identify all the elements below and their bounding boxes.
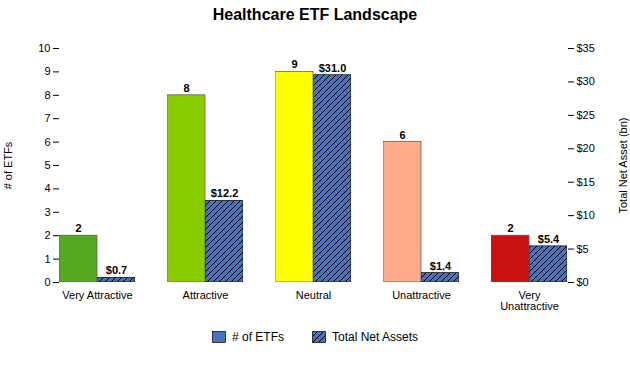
svg-text:0: 0: [44, 276, 50, 288]
svg-text:10: 10: [38, 42, 50, 54]
svg-text:$20: $20: [577, 142, 595, 154]
svg-text:6: 6: [44, 136, 50, 148]
svg-text:$0.7: $0.7: [106, 264, 127, 276]
svg-text:1: 1: [44, 253, 50, 265]
html-text:Total Net Assets: Total Net Assets: [332, 330, 418, 344]
svg-text:2: 2: [44, 229, 50, 241]
svg-text:9: 9: [44, 65, 50, 77]
svg-text:$15: $15: [577, 176, 595, 188]
svg-text:$10: $10: [577, 209, 595, 221]
svg-text:Very Attractive: Very Attractive: [62, 289, 132, 301]
svg-text:$30: $30: [577, 75, 595, 87]
svg-text:$1.4: $1.4: [430, 260, 452, 272]
svg-text:6: 6: [399, 129, 405, 141]
svg-text:8: 8: [183, 82, 189, 94]
svg-text:VeryUnattractive: VeryUnattractive: [500, 289, 559, 312]
svg-text:$12.2: $12.2: [211, 187, 239, 199]
svg-text:3: 3: [44, 206, 50, 218]
svg-text:Unattractive: Unattractive: [392, 289, 451, 301]
svg-text:$0: $0: [577, 276, 589, 288]
svg-text:5: 5: [44, 159, 50, 171]
svg-text:9: 9: [291, 58, 297, 70]
svg-text:Total Net Asset (bn): Total Net Asset (bn): [617, 118, 629, 214]
svg-text:2: 2: [75, 222, 81, 234]
svg-text:# of ETFs: # of ETFs: [2, 141, 14, 189]
svg-text:8: 8: [44, 89, 50, 101]
svg-text:Attractive: Attractive: [183, 289, 229, 301]
svg-text:4: 4: [44, 182, 50, 194]
svg-text:$25: $25: [577, 109, 595, 121]
svg-text:$35: $35: [577, 42, 595, 54]
svg-text:Neutral: Neutral: [296, 289, 331, 301]
svg-text:$5.4: $5.4: [538, 233, 560, 245]
svg-text:7: 7: [44, 112, 50, 124]
html-text:# of ETFs: # of ETFs: [232, 330, 284, 344]
html-text:Healthcare ETF Landscape: Healthcare ETF Landscape: [212, 6, 418, 23]
svg-text:$31.0: $31.0: [319, 62, 347, 74]
svg-text:$5: $5: [577, 243, 589, 255]
svg-text:2: 2: [507, 222, 513, 234]
